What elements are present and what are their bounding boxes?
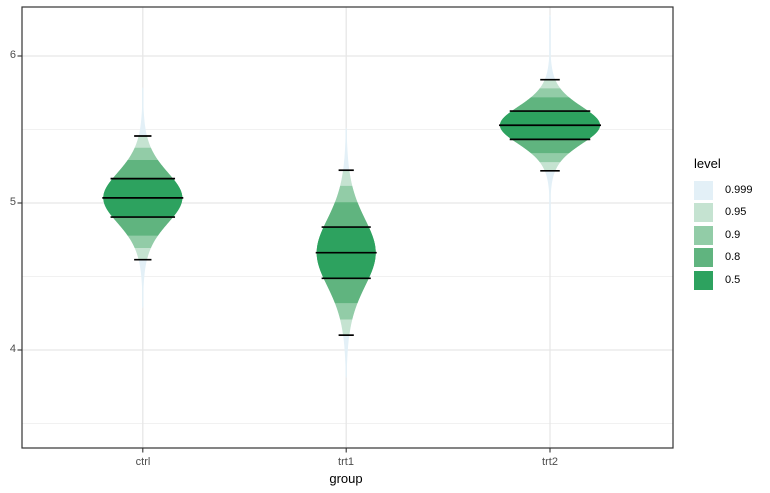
legend-swatch-05	[694, 270, 713, 290]
legend-item-0999: 0.999	[694, 180, 770, 202]
legend-label-05: 0.5	[725, 273, 741, 286]
violin-trt1	[315, 127, 377, 378]
x-axis-title: group	[329, 471, 363, 486]
violins-layer	[102, 14, 601, 378]
y-tick-label-4: 4	[9, 343, 16, 355]
legend: level 0.999 0.95 0.9 0.8 0.5	[694, 156, 770, 292]
legend-label-08: 0.8	[725, 251, 741, 264]
legend-swatch-095	[694, 203, 713, 223]
legend-item-09: 0.9	[694, 225, 770, 247]
legend-item-08: 0.8	[694, 247, 770, 269]
legend-swatch-0999	[694, 181, 713, 200]
y-tick-label-6: 6	[9, 49, 16, 61]
legend-label-0999: 0.999	[725, 184, 753, 196]
legend-item-05: 0.5	[694, 270, 770, 292]
x-tick-label-ctrl: ctrl	[135, 456, 151, 468]
legend-item-095: 0.95	[694, 202, 770, 224]
x-tick-label-trt1: trt1	[338, 456, 354, 468]
legend-label-095: 0.95	[725, 206, 747, 219]
panel-border	[21, 6, 674, 449]
violin-trt2	[499, 14, 601, 236]
legend-swatch-08	[694, 248, 713, 268]
legend-label-09: 0.9	[725, 228, 741, 241]
y-tick-label-5: 5	[9, 196, 16, 208]
legend-title: level	[694, 156, 721, 171]
violin-ctrl	[102, 87, 184, 309]
x-tick-label-trt2: trt2	[542, 456, 558, 468]
legend-swatch-09	[694, 225, 713, 245]
